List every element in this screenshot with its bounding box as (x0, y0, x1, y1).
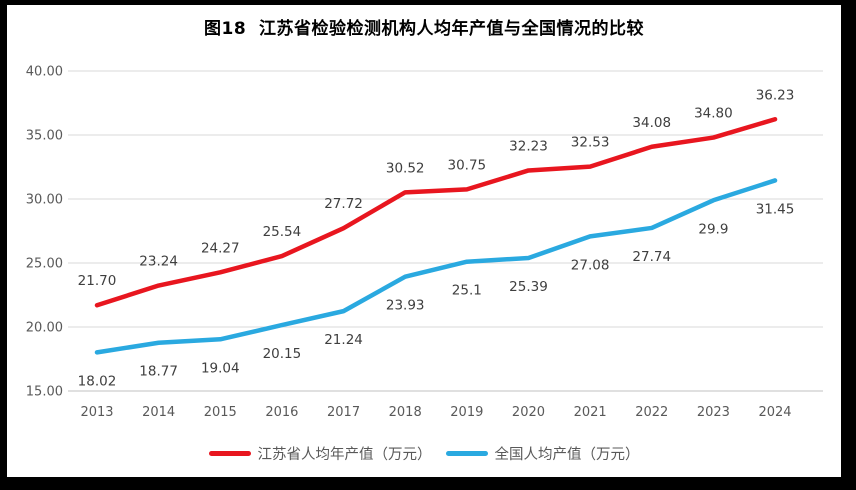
x-tick-label: 2024 (758, 405, 791, 420)
national-series-swatch (445, 451, 488, 456)
x-tick-label: 2018 (389, 405, 422, 420)
data-label: 32.53 (571, 135, 610, 151)
chart-legend: 江苏省人均年产值（万元） 全国人均产值（万元） (7, 443, 841, 464)
y-tick-label: 30.00 (26, 193, 63, 208)
data-label: 34.80 (694, 106, 733, 122)
x-tick-label: 2014 (142, 405, 175, 420)
x-tick-label: 2019 (450, 405, 483, 420)
x-tick-label: 2017 (327, 405, 360, 420)
data-label: 23.24 (139, 254, 178, 270)
x-tick-label: 2023 (697, 405, 730, 420)
series-line-1 (94, 178, 778, 355)
x-tick-label: 2022 (635, 405, 668, 420)
y-tick-label: 15.00 (26, 385, 63, 400)
line-chart-plot: 15.00 20.00 25.00 30.00 35.00 40.00 2013 2014 20… (26, 65, 823, 420)
x-tick-label: 2013 (80, 405, 113, 420)
data-label: 19.04 (201, 360, 240, 376)
data-label: 21.24 (324, 332, 363, 348)
data-label: 18.77 (139, 364, 178, 380)
legend-item-national: 全国人均产值（万元） (445, 443, 640, 464)
data-label: 32.23 (509, 138, 548, 154)
data-label: 27.72 (324, 196, 363, 212)
data-label: 27.08 (571, 257, 610, 273)
x-tick-label: 2016 (265, 405, 298, 420)
y-tick-label: 35.00 (26, 129, 63, 144)
y-tick-label: 20.00 (26, 321, 63, 336)
x-tick-label: 2021 (574, 405, 607, 420)
data-label: 18.02 (78, 373, 117, 389)
y-tick-label: 40.00 (26, 65, 63, 80)
data-label: 25.39 (509, 279, 548, 295)
data-label: 27.74 (632, 249, 671, 265)
jiangsu-series-swatch (208, 451, 251, 456)
data-label: 36.23 (756, 87, 795, 103)
x-tick-label: 2020 (512, 405, 545, 420)
jiangsu-series-label: 江苏省人均年产值（万元） (257, 447, 432, 463)
data-label: 21.70 (78, 273, 117, 289)
chart-canvas: 15.00 20.00 25.00 30.00 35.00 40.00 2013 2014 20… (7, 5, 841, 477)
data-label: 30.52 (386, 160, 425, 176)
data-label: 29.9 (698, 221, 728, 237)
series-line-0 (94, 117, 778, 308)
data-label: 20.15 (263, 346, 302, 362)
data-label: 24.27 (201, 240, 240, 256)
x-tick-label: 2015 (204, 405, 237, 420)
chart-title: 图18 江苏省检验检测机构人均年产值与全国情况的比较 (204, 19, 644, 39)
data-label: 25.1 (452, 283, 482, 299)
data-label: 34.08 (632, 115, 671, 131)
y-tick-label: 25.00 (26, 257, 63, 272)
data-label: 23.93 (386, 298, 425, 314)
legend-item-jiangsu: 江苏省人均年产值（万元） (208, 443, 432, 464)
data-label: 25.54 (263, 224, 302, 240)
data-label: 30.75 (448, 157, 487, 173)
data-label: 31.45 (756, 201, 795, 217)
national-series-label: 全国人均产值（万元） (494, 447, 640, 463)
